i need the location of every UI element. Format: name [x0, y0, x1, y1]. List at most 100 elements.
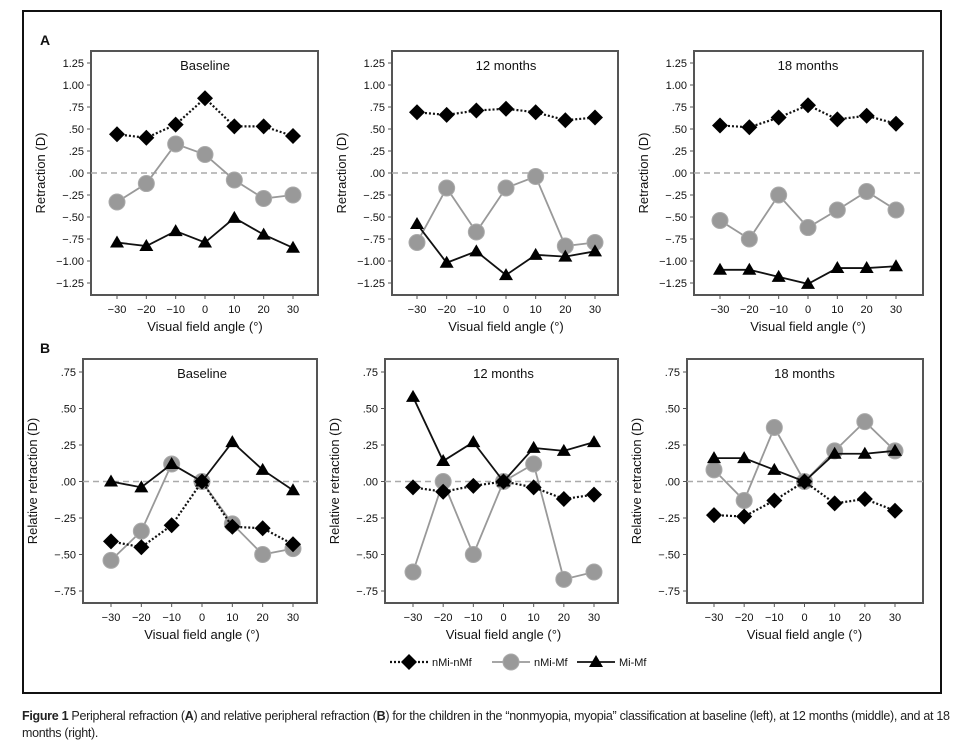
- y-tick-label: .75: [69, 102, 84, 114]
- x-tick-label: 30: [287, 304, 299, 316]
- data-point-triangle: [767, 462, 782, 475]
- y-tick-label: −.75: [356, 586, 378, 598]
- y-tick-label: .25: [61, 440, 76, 452]
- y-tick-label: .25: [370, 146, 385, 158]
- data-point-triangle: [134, 480, 149, 493]
- data-point-circle: [740, 230, 758, 248]
- legend-marker-triangle: [589, 655, 603, 667]
- data-point-triangle: [436, 454, 451, 467]
- data-point-diamond: [167, 116, 184, 133]
- data-point-diamond: [555, 491, 572, 508]
- data-point-triangle: [469, 244, 484, 257]
- x-tick-label: 0: [805, 304, 811, 316]
- data-point-diamond: [138, 129, 155, 146]
- data-point-triangle: [827, 446, 842, 459]
- y-tick-label: .00: [370, 168, 385, 180]
- x-tick-label: 0: [202, 304, 208, 316]
- y-tick-label: .75: [672, 102, 687, 114]
- data-point-diamond: [465, 477, 482, 494]
- data-point-circle: [765, 418, 783, 436]
- data-point-triangle: [256, 227, 271, 240]
- caption-label: Figure 1: [22, 709, 69, 723]
- y-tick-label: .50: [363, 404, 378, 416]
- data-point-triangle: [588, 244, 602, 257]
- data-point-circle: [770, 186, 788, 204]
- data-point-triangle: [526, 440, 541, 453]
- y-tick-label: .50: [665, 404, 680, 416]
- y-tick-label: 1.00: [63, 80, 84, 92]
- data-point-triangle: [410, 217, 424, 230]
- y-axis-label: Retraction (D): [33, 133, 48, 214]
- data-point-diamond: [103, 533, 119, 550]
- y-tick-label: .50: [61, 404, 76, 416]
- x-tick-label: −20: [437, 304, 456, 316]
- x-tick-label: −10: [162, 612, 181, 624]
- y-tick-label: 1.25: [63, 58, 84, 70]
- y-tick-label: −1.25: [659, 278, 687, 290]
- data-point-triangle: [859, 261, 874, 274]
- x-tick-label: −30: [408, 304, 427, 316]
- y-tick-label: .00: [69, 168, 84, 180]
- data-point-circle: [828, 201, 846, 219]
- data-point-triangle: [737, 451, 752, 464]
- data-point-diamond: [770, 109, 787, 126]
- x-tick-label: 10: [228, 304, 240, 316]
- x-tick-label: −20: [735, 612, 754, 624]
- data-point-triangle: [707, 451, 721, 464]
- data-point-diamond: [409, 104, 425, 121]
- y-axis-label: Retraction (D): [334, 133, 349, 214]
- y-tick-label: −.50: [665, 212, 687, 224]
- y-tick-label: .00: [672, 168, 687, 180]
- x-tick-label: 0: [801, 612, 807, 624]
- x-tick-label: 30: [588, 612, 600, 624]
- data-point-circle: [284, 186, 302, 204]
- data-point-diamond: [224, 518, 241, 535]
- series-Mi-Mf: [713, 259, 903, 289]
- y-tick-label: −.50: [658, 550, 680, 562]
- data-point-diamond: [887, 502, 903, 519]
- y-tick-label: .25: [69, 146, 84, 158]
- data-point-circle: [527, 168, 545, 186]
- data-point-circle: [887, 201, 905, 219]
- y-tick-label: −.75: [54, 586, 76, 598]
- data-point-diamond: [888, 115, 904, 132]
- series-nMi-Mf: [404, 455, 603, 588]
- y-tick-label: −1.00: [659, 256, 687, 268]
- x-tick-label: 30: [890, 304, 902, 316]
- x-tick-label: −10: [467, 304, 486, 316]
- y-tick-label: −1.00: [56, 256, 84, 268]
- x-tick-label: −20: [434, 612, 453, 624]
- data-point-circle: [438, 179, 456, 197]
- data-point-circle: [167, 135, 185, 153]
- data-point-triangle: [857, 446, 872, 459]
- x-tick-label: 20: [861, 304, 873, 316]
- x-tick-label: −30: [711, 304, 730, 316]
- x-tick-label: 10: [530, 304, 542, 316]
- data-point-circle: [254, 546, 272, 563]
- data-point-diamond: [587, 109, 603, 126]
- data-point-circle: [196, 146, 214, 164]
- data-point-triangle: [439, 255, 454, 268]
- y-tick-label: .75: [363, 367, 378, 379]
- panel-label: A: [40, 32, 50, 48]
- data-point-diamond: [438, 106, 455, 123]
- data-point-diamond: [109, 126, 125, 143]
- data-point-diamond: [712, 117, 728, 134]
- data-point-diamond: [226, 118, 243, 135]
- x-axis-label: Visual field angle (°): [147, 319, 263, 334]
- y-tick-label: −.75: [363, 234, 385, 246]
- y-axis-label: Retraction (D): [636, 133, 651, 214]
- y-tick-label: −.50: [356, 550, 378, 562]
- series-nMi-nMf: [405, 473, 602, 508]
- panel-title: 12 months: [476, 58, 537, 73]
- data-point-triangle: [104, 474, 118, 487]
- x-tick-label: 30: [889, 612, 901, 624]
- x-tick-label: −10: [464, 612, 483, 624]
- legend-entry-nMi-Mf: nMi-Mf: [492, 653, 569, 671]
- data-point-circle: [137, 175, 155, 193]
- data-point-circle: [108, 193, 126, 211]
- data-point-circle: [799, 219, 817, 237]
- chart-panel-3: 1.25 1.00 .75 .50 .25 .00 −.25 −.50 −.75 −1.00 −1.…: [636, 50, 924, 334]
- x-axis-label: Visual field angle (°): [750, 319, 866, 334]
